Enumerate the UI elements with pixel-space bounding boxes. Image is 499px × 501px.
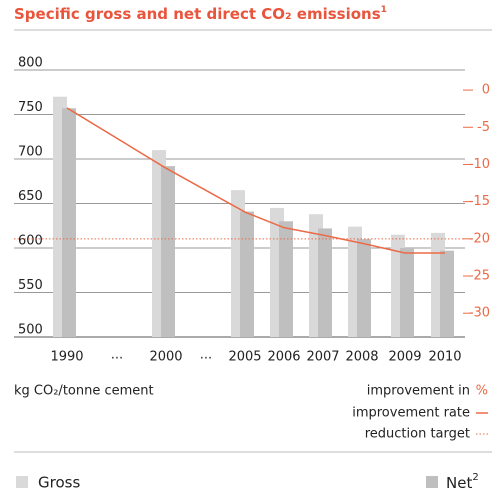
y-tick-label: 800 [18, 56, 43, 71]
bar [161, 166, 175, 337]
line-legend-label: improvement rate [352, 406, 470, 421]
y-tick-label: 550 [18, 278, 43, 293]
y-tick-label: 650 [18, 189, 43, 204]
bar [318, 228, 332, 337]
y-tick-label: 750 [18, 100, 43, 115]
y-tick-label: 500 [18, 323, 43, 338]
x-tick-label: 2006 [267, 350, 300, 365]
y2-tick-label: -30 [469, 306, 490, 321]
y2-tick-label: -10 [469, 157, 490, 172]
x-tick-label: 2005 [228, 350, 261, 365]
title-note: 1 [381, 5, 387, 15]
title-text: Specific gross and net direct CO₂ emissi… [14, 5, 381, 23]
legend-note: 2 [472, 472, 478, 483]
x-gap-label: ... [200, 348, 212, 363]
x-tick-label: 2008 [345, 350, 378, 365]
bar [440, 250, 454, 337]
y2-unit: % [476, 384, 488, 399]
target-legend-label: reduction target [365, 427, 470, 442]
legend-name: Net [446, 474, 472, 492]
chart-title: Specific gross and net direct CO₂ emissi… [14, 5, 387, 23]
bar [62, 108, 76, 338]
y2-tick-label: -20 [469, 231, 490, 246]
x-tick-label: 2000 [149, 350, 182, 365]
bar [240, 211, 254, 337]
bar [279, 221, 293, 337]
bar [357, 239, 371, 337]
legend-label: Net2 [446, 472, 479, 492]
x-tick-label: 1990 [50, 350, 83, 365]
y-tick-label: 600 [18, 234, 43, 249]
legend-swatch [426, 476, 438, 488]
x-tick-label: 2010 [428, 350, 461, 365]
y2-axis-label: improvement in [367, 384, 470, 399]
y2-tick-label: 0 [482, 83, 490, 98]
y-axis-label: kg CO₂/tonne cement [14, 384, 154, 399]
legend-label: Gross [38, 474, 80, 492]
legend-swatch [16, 476, 28, 488]
y2-tick-label: -15 [469, 194, 490, 209]
improvement-line [66, 107, 445, 254]
bar [400, 248, 414, 337]
y2-tick-label: -25 [469, 269, 490, 284]
x-gap-label: ... [111, 348, 123, 363]
y2-tick-label: -5 [477, 120, 490, 135]
x-tick-label: 2009 [388, 350, 421, 365]
x-tick-label: 2007 [306, 350, 339, 365]
y-tick-label: 700 [18, 145, 43, 160]
